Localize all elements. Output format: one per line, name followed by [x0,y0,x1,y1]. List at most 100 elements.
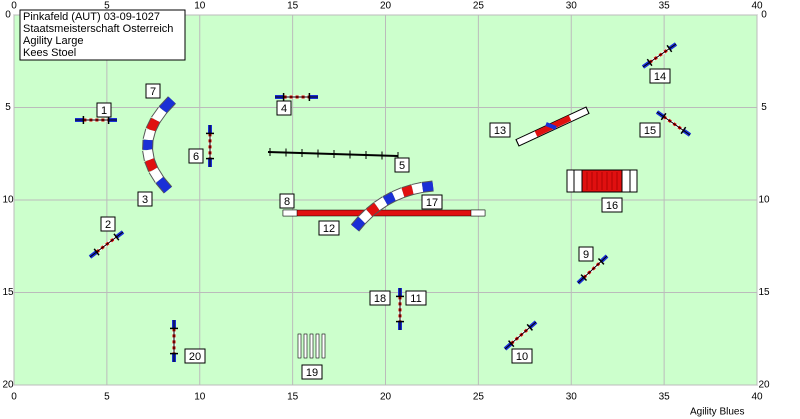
y-tick-label: 20 [2,380,14,391]
obstacle-label: 16 [606,200,618,212]
jump-post [597,257,605,265]
label-box [578,246,594,262]
jump-post [113,233,120,241]
obstacle-label: 6 [193,151,199,163]
label-box [369,290,391,306]
label-box [405,290,427,306]
tunnel-segment [366,202,380,217]
tunnel-segment [146,118,160,132]
label-box [184,348,206,364]
x-tick-label: 35 [659,1,671,12]
x-tick-label: 5 [104,1,110,12]
obstacle-label: 14 [654,71,666,83]
tunnel-segment [392,188,405,201]
x-tick-label: 30 [566,1,578,12]
weave-pole [321,333,326,359]
x-tick-label: 15 [287,1,299,12]
label-box [145,83,161,99]
y-tick-label: 10 [758,195,770,206]
jump-post [93,248,100,256]
tunnel-segment [143,149,154,161]
jump-post [666,44,673,53]
tunnel-segment [156,177,172,193]
info-line: Pinkafeld (AUT) 03-09-1027 [23,11,160,23]
x-tick-label: 40 [751,392,763,403]
y-tick-label: 0 [761,10,767,21]
y-tick-label: 10 [2,195,14,206]
label-box [137,191,153,207]
obstacle-label: 20 [189,351,201,363]
y-tick-label: 20 [758,380,770,391]
weave-pole [303,333,308,359]
jump-post [660,112,667,121]
x-tick-label: 20 [380,1,392,12]
x-tick-label: 20 [380,392,392,403]
label-box [421,194,443,210]
x-tick-label: 5 [104,392,110,403]
jump-line [642,43,677,68]
label-box [489,122,511,138]
label-box [639,122,661,138]
y-tick-label: 15 [758,287,770,298]
jump-line [89,231,124,258]
dogwalk [282,209,486,217]
jump-post [508,340,515,348]
label-box [188,148,204,164]
y-tick-label: 5 [761,102,767,113]
obstacle-label: 2 [105,219,111,231]
dogwalk-end [470,209,486,217]
obstacle-label: 10 [516,351,528,363]
x-tick-label: 40 [751,1,763,12]
obstacle-label: 13 [494,125,506,137]
label-box [601,197,623,213]
tunnel-segment [421,181,434,192]
x-tick-label: 25 [473,392,485,403]
obstacle-label: 12 [323,223,335,235]
info-line: Agility Large [23,35,84,47]
obstacle-label: 17 [426,197,438,209]
info-line: Kees Stoel [23,47,76,59]
jump-line [656,111,691,136]
tunnel-segment [383,192,397,205]
obstacle-label: 3 [142,194,148,206]
x-tick-label: 30 [566,392,578,403]
obstacle-label: 18 [374,293,386,305]
jump-post [646,58,653,67]
tunnel-segment [358,209,373,224]
x-tick-label: 35 [659,392,671,403]
obstacle-line [267,151,399,157]
weave-pole [315,333,320,359]
jump-line [577,255,608,284]
obstacle-label: 7 [150,86,156,98]
tunnel-segment [151,107,167,123]
jump-post [526,323,533,331]
x-tick-label: 0 [11,1,17,12]
x-tick-label: 25 [473,1,485,12]
obstacle-label: 8 [284,196,290,208]
x-tick-label: 0 [11,392,17,403]
obstacle-label: 5 [399,160,405,172]
tunnel-segment [149,167,164,183]
jump-post [580,274,588,282]
tunnel-segment [374,197,388,211]
tunnel-segment [411,182,424,194]
label-box [511,348,533,364]
info-box-frame [19,9,186,61]
x-tick-label: 10 [194,1,206,12]
y-tick-label: 5 [5,102,11,113]
footer: Agility Blues [690,407,744,418]
label-box [394,157,410,173]
y-tick-label: 15 [2,287,14,298]
obstacle-label: 1 [101,105,107,117]
weave-pole [309,333,314,359]
label-box [301,364,323,380]
obstacle-label: 19 [306,367,318,379]
x-tick-label: 10 [194,392,206,403]
obstacle-label: 11 [410,293,421,305]
tunnel-segment [145,158,158,172]
seesaw-pivot [545,122,557,130]
tunnel-segment [351,217,366,231]
label-box [96,102,112,118]
